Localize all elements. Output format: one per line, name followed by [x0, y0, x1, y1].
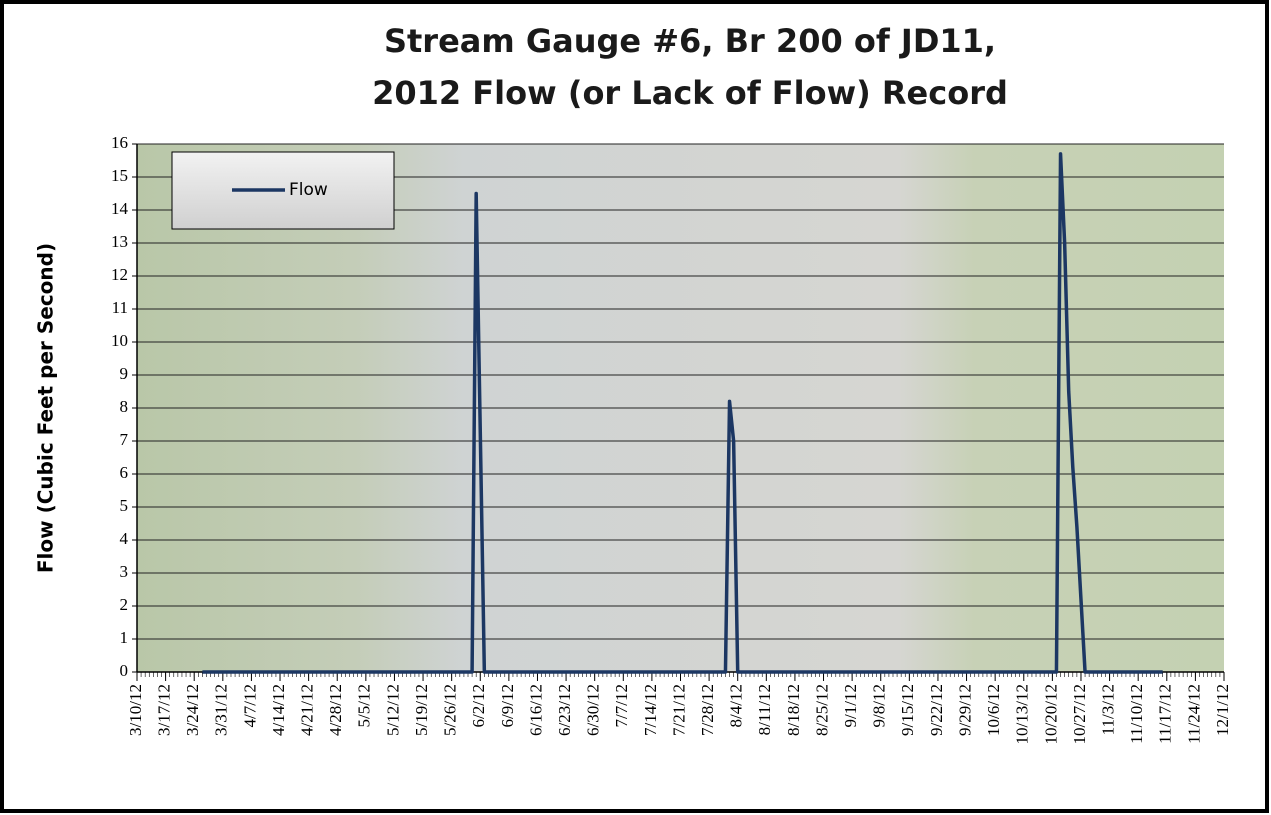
x-tick-label: 8/11/12 — [755, 684, 774, 735]
x-tick-label: 4/21/12 — [298, 684, 317, 736]
y-tick-label: 6 — [120, 463, 129, 482]
x-tick-label: 10/20/12 — [1041, 684, 1060, 744]
x-tick-label: 11/17/12 — [1156, 684, 1175, 744]
x-tick-label: 6/23/12 — [555, 684, 574, 736]
y-tick-label: 2 — [120, 595, 129, 614]
y-tick-label: 11 — [112, 298, 128, 317]
chart-subtitle: 2012 Flow (or Lack of Flow) Record — [372, 74, 1008, 112]
x-tick-label: 7/28/12 — [698, 684, 717, 736]
x-tick-label: 5/5/12 — [355, 684, 374, 727]
y-tick-label: 13 — [111, 232, 128, 251]
y-tick-label: 16 — [111, 133, 128, 152]
x-tick-label: 10/27/12 — [1070, 684, 1089, 744]
x-tick-label: 10/13/12 — [1013, 684, 1032, 744]
y-axis-title: Flow (Cubic Feet per Second) — [34, 243, 58, 573]
chart-title: Stream Gauge #6, Br 200 of JD11, — [384, 22, 996, 60]
y-tick-label: 7 — [120, 430, 129, 449]
y-tick-label: 0 — [120, 661, 129, 680]
y-tick-label: 12 — [111, 265, 128, 284]
x-tick-label: 11/24/12 — [1184, 684, 1203, 744]
x-tick-label: 6/9/12 — [498, 684, 517, 727]
x-tick-label: 4/28/12 — [326, 684, 345, 736]
x-tick-label: 10/6/12 — [984, 684, 1003, 736]
x-tick-label: 5/19/12 — [412, 684, 431, 736]
x-tick-label: 9/15/12 — [898, 684, 917, 736]
x-tick-label: 4/7/12 — [240, 684, 259, 727]
y-tick-label: 15 — [111, 166, 128, 185]
x-tick-label: 5/26/12 — [441, 684, 460, 736]
legend-label: Flow — [289, 180, 328, 200]
x-tick-label: 3/10/12 — [126, 684, 145, 736]
x-tick-label: 7/21/12 — [669, 684, 688, 736]
x-tick-label: 3/17/12 — [155, 684, 174, 736]
x-tick-label: 6/16/12 — [526, 684, 545, 736]
x-tick-label: 8/18/12 — [784, 684, 803, 736]
x-tick-label: 7/7/12 — [612, 684, 631, 727]
y-tick-label: 8 — [120, 397, 129, 416]
y-tick-label: 10 — [111, 331, 128, 350]
x-tick-label: 11/3/12 — [1098, 684, 1117, 735]
chart: Stream Gauge #6, Br 200 of JD11, 2012 Fl… — [0, 0, 1271, 815]
y-tick-label: 4 — [120, 529, 129, 548]
x-tick-label: 5/12/12 — [383, 684, 402, 736]
x-tick-label: 8/4/12 — [727, 684, 746, 727]
x-tick-label: 3/24/12 — [183, 684, 202, 736]
x-tick-label: 4/14/12 — [269, 684, 288, 736]
x-tick-label: 9/22/12 — [927, 684, 946, 736]
x-tick-label: 9/8/12 — [870, 684, 889, 727]
x-tick-label: 11/10/12 — [1127, 684, 1146, 744]
y-tick-label: 9 — [120, 364, 129, 383]
y-tick-label: 14 — [111, 199, 129, 218]
y-tick-label: 5 — [120, 496, 129, 515]
x-tick-label: 7/14/12 — [641, 684, 660, 736]
x-tick-label: 6/30/12 — [584, 684, 603, 736]
y-tick-label: 3 — [120, 562, 129, 581]
y-tick-label: 1 — [120, 628, 129, 647]
x-tick-label: 9/1/12 — [841, 684, 860, 727]
x-tick-label: 6/2/12 — [469, 684, 488, 727]
x-tick-label: 12/1/12 — [1213, 684, 1232, 736]
x-tick-label: 9/29/12 — [955, 684, 974, 736]
x-tick-label: 3/31/12 — [212, 684, 231, 736]
x-tick-label: 8/25/12 — [812, 684, 831, 736]
